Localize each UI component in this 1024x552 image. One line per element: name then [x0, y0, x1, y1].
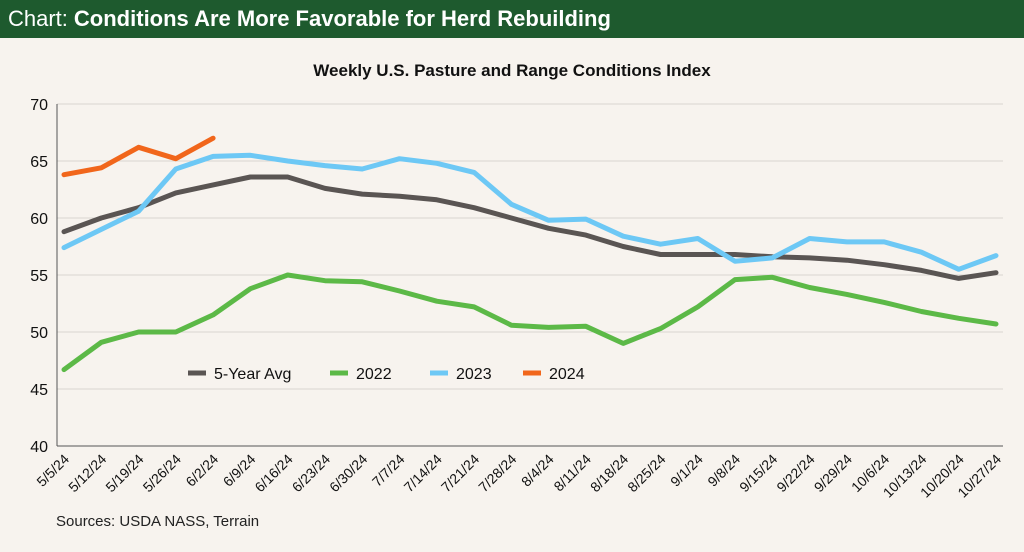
chart-title: Weekly U.S. Pasture and Range Conditions…	[313, 61, 711, 80]
legend-label: 2022	[356, 366, 392, 383]
series-line-5-year-avg	[61, 174, 999, 281]
x-tick-label: 5/26/24	[140, 451, 184, 495]
grid	[57, 103, 1003, 390]
banner-title: Conditions Are More Favorable for Herd R…	[73, 6, 611, 31]
x-tick-label: 9/22/24	[773, 451, 817, 495]
x-tick-label: 7/14/24	[401, 451, 445, 495]
chart-banner: Chart: Conditions Are More Favorable for…	[0, 0, 1024, 38]
legend: 5-Year Avg 2022 2023 2024	[188, 366, 585, 383]
y-tick-label: 60	[30, 211, 48, 228]
legend-label: 2023	[456, 366, 492, 383]
x-axis: 5/5/245/12/245/19/245/26/246/2/246/9/246…	[33, 445, 1004, 501]
line-chart: Weekly U.S. Pasture and Range Conditions…	[30, 61, 1004, 501]
legend-label: 5-Year Avg	[214, 366, 291, 383]
x-tick-label: 9/15/24	[736, 451, 780, 495]
x-tick-label: 6/2/24	[182, 451, 221, 490]
series-line-2024	[61, 135, 216, 178]
x-tick-label: 6/30/24	[326, 451, 370, 495]
x-tick-label: 5/19/24	[102, 451, 146, 495]
y-tick-label: 40	[30, 439, 48, 456]
x-tick-label: 8/18/24	[587, 451, 631, 495]
x-tick-label: 8/11/24	[550, 451, 594, 495]
y-tick-label: 55	[30, 268, 48, 285]
y-tick-label: 70	[30, 97, 48, 114]
banner-label: Chart:	[8, 6, 68, 31]
y-tick-label: 50	[30, 325, 48, 342]
y-tick-label: 45	[30, 382, 48, 399]
series-line-2022	[61, 272, 999, 373]
x-tick-label: 8/25/24	[624, 451, 668, 495]
series-line-2023	[61, 152, 999, 272]
x-tick-label: 6/23/24	[289, 451, 333, 495]
x-tick-label: 9/1/24	[667, 451, 706, 490]
source-note: Sources: USDA NASS, Terrain	[56, 513, 260, 530]
x-tick-label: 7/21/24	[438, 451, 482, 495]
x-tick-label: 6/16/24	[251, 451, 295, 495]
y-axis: 40 45 50 55 60 65 70	[30, 97, 58, 456]
series-group	[61, 135, 999, 373]
y-tick-label: 65	[30, 154, 48, 171]
x-tick-label: 7/28/24	[475, 451, 519, 495]
x-tick-label: 5/12/24	[65, 451, 109, 495]
legend-label: 2024	[549, 366, 585, 383]
x-tick-label: 9/29/24	[811, 451, 855, 495]
